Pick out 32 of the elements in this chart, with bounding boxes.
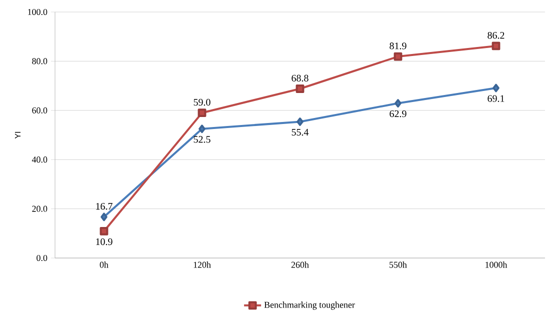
data-label: 59.0 (194, 98, 210, 106)
point (100, 226, 108, 236)
data-label: 16.7 (96, 202, 112, 210)
x-tick-label: 260h (291, 262, 309, 268)
data-label: 55.4 (292, 128, 309, 136)
data-label: 69.1 (488, 95, 504, 102)
legend-label: Benchmarking toughener (264, 302, 355, 310)
data-label: 62.9 (390, 110, 406, 118)
point (296, 84, 304, 93)
x-tick-label: 1000h (486, 262, 508, 268)
x-tick-label: 0h (100, 262, 108, 268)
point (198, 108, 206, 118)
x-tick-label: 120h (194, 262, 211, 268)
data-label: 68.8 (292, 74, 308, 82)
y-tick-label: 60.0 (32, 107, 48, 114)
data-label: 86.2 (488, 32, 504, 39)
point (394, 99, 402, 108)
data-label: 81.9 (390, 42, 406, 50)
point (296, 118, 304, 126)
y-tick-label: 80.0 (32, 58, 48, 64)
point (492, 84, 500, 92)
point (100, 212, 108, 222)
point (394, 52, 402, 61)
y-tick-label: 20.0 (32, 206, 48, 212)
y-tick-label: 40.0 (32, 156, 48, 163)
point (198, 124, 206, 134)
x-tick-label: 550h (390, 262, 407, 268)
data-label: 10.9 (96, 238, 112, 246)
data-label: 52.5 (194, 136, 210, 143)
y-tick-label: 0.0 (36, 254, 48, 262)
point (492, 42, 500, 50)
y-tick-label: 100.0 (28, 8, 48, 16)
